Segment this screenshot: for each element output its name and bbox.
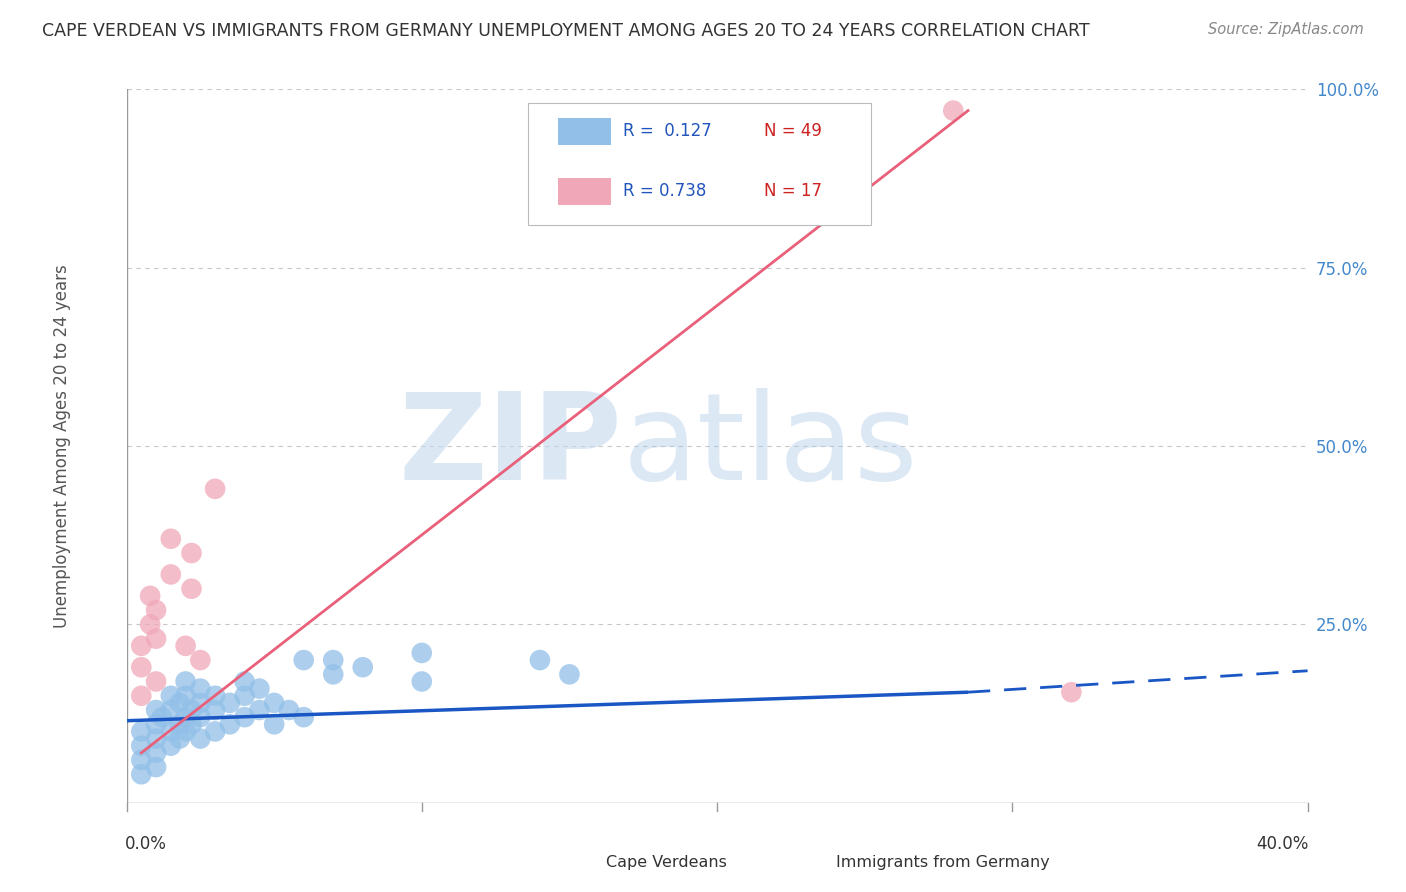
Point <box>129 724 153 739</box>
Point <box>150 710 173 724</box>
Point <box>529 653 551 667</box>
Point <box>411 646 433 660</box>
Point <box>129 767 153 781</box>
Point <box>145 674 167 689</box>
Point <box>233 689 256 703</box>
Point <box>247 681 270 696</box>
Point <box>169 696 191 710</box>
Text: ZIP: ZIP <box>399 387 623 505</box>
FancyBboxPatch shape <box>558 178 610 205</box>
Point <box>129 753 153 767</box>
Point <box>411 674 433 689</box>
Text: N = 17: N = 17 <box>765 182 823 200</box>
Point <box>219 696 242 710</box>
Point <box>188 696 211 710</box>
Point <box>180 717 202 731</box>
Point <box>159 739 183 753</box>
Point <box>145 703 167 717</box>
Point <box>942 103 965 118</box>
Text: Source: ZipAtlas.com: Source: ZipAtlas.com <box>1208 22 1364 37</box>
Point <box>145 632 167 646</box>
Text: R =  0.127: R = 0.127 <box>623 122 711 140</box>
Point <box>159 567 183 582</box>
Point <box>129 660 153 674</box>
Point <box>204 689 226 703</box>
Point <box>278 703 301 717</box>
Point <box>159 532 183 546</box>
FancyBboxPatch shape <box>558 118 610 145</box>
Text: CAPE VERDEAN VS IMMIGRANTS FROM GERMANY UNEMPLOYMENT AMONG AGES 20 TO 24 YEARS C: CAPE VERDEAN VS IMMIGRANTS FROM GERMANY … <box>42 22 1090 40</box>
Point <box>263 717 285 731</box>
FancyBboxPatch shape <box>529 103 870 225</box>
Point <box>558 667 581 681</box>
Text: Unemployment Among Ages 20 to 24 years: Unemployment Among Ages 20 to 24 years <box>52 264 70 628</box>
Point <box>292 710 315 724</box>
Point <box>174 639 197 653</box>
Point <box>129 689 153 703</box>
Point <box>139 589 162 603</box>
Point <box>145 717 167 731</box>
Text: R = 0.738: R = 0.738 <box>623 182 706 200</box>
Text: 40.0%: 40.0% <box>1257 835 1309 853</box>
Point <box>169 731 191 746</box>
Point <box>180 546 202 560</box>
Point <box>219 717 242 731</box>
Point <box>174 710 197 724</box>
Point <box>204 724 226 739</box>
Point <box>129 639 153 653</box>
Text: N = 49: N = 49 <box>765 122 823 140</box>
Text: atlas: atlas <box>623 387 918 505</box>
Point <box>1060 685 1083 699</box>
Point <box>204 703 226 717</box>
Point <box>174 674 197 689</box>
Text: Cape Verdeans: Cape Verdeans <box>606 855 727 870</box>
Point <box>145 760 167 774</box>
Point <box>174 724 197 739</box>
Point <box>292 653 315 667</box>
Point <box>145 603 167 617</box>
Point <box>204 482 226 496</box>
Point <box>322 667 344 681</box>
Point <box>129 739 153 753</box>
Point <box>233 710 256 724</box>
Point <box>263 696 285 710</box>
Point <box>180 703 202 717</box>
Point <box>159 689 183 703</box>
Point <box>188 653 211 667</box>
Point <box>145 731 167 746</box>
Point <box>169 717 191 731</box>
Point <box>322 653 344 667</box>
Point <box>159 724 183 739</box>
Point <box>180 582 202 596</box>
Point <box>139 617 162 632</box>
Point <box>188 681 211 696</box>
Point <box>159 703 183 717</box>
Text: 0.0%: 0.0% <box>125 835 167 853</box>
Point <box>352 660 374 674</box>
Point <box>145 746 167 760</box>
Point <box>247 703 270 717</box>
Text: Immigrants from Germany: Immigrants from Germany <box>837 855 1050 870</box>
Point <box>188 731 211 746</box>
FancyBboxPatch shape <box>782 851 827 872</box>
Point <box>174 689 197 703</box>
FancyBboxPatch shape <box>551 851 596 872</box>
Point <box>233 674 256 689</box>
Point <box>188 710 211 724</box>
